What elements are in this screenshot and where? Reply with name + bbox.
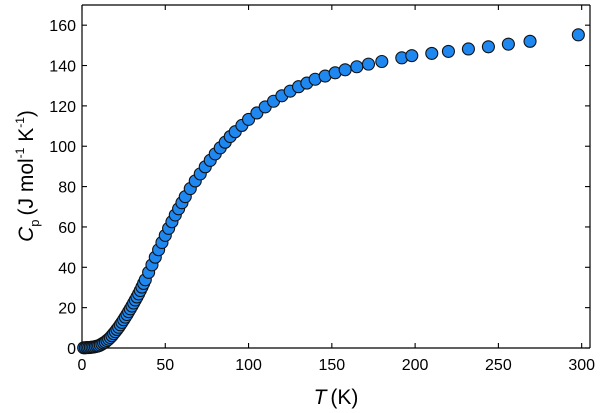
data-point — [405, 49, 419, 63]
y-axis-subscript: p — [27, 219, 42, 226]
data-point — [375, 54, 389, 69]
data-point — [361, 57, 376, 71]
data-points — [77, 28, 585, 355]
y-tick-label: 60 — [58, 220, 76, 237]
data-point — [571, 28, 585, 42]
data-point — [481, 40, 495, 54]
y-tick-label: 0 — [67, 341, 76, 358]
plot-frame — [81, 4, 591, 349]
x-axis-unit: (K) — [330, 386, 358, 409]
y-tick-label: 100 — [49, 139, 76, 156]
y-tick-label: 40 — [58, 260, 76, 277]
x-tick-label: 250 — [485, 357, 512, 374]
x-tick-label: 200 — [402, 357, 429, 374]
y-tick-label: 80 — [58, 180, 76, 197]
y-axis-unit-mid: K — [15, 128, 38, 148]
x-tick-label: 150 — [318, 357, 345, 374]
axis-ticks — [81, 5, 590, 349]
data-point — [425, 46, 439, 60]
y-tick-label: 160 — [49, 18, 76, 35]
y-tick-label: 120 — [49, 99, 76, 116]
y-axis-sup2: -1 — [13, 117, 27, 128]
data-point — [523, 34, 537, 48]
y-axis-sup1: -1 — [13, 147, 27, 158]
x-axis-title: T (K) — [314, 386, 359, 409]
y-tick-label: 140 — [49, 59, 76, 76]
y-tick-label: 20 — [58, 301, 76, 318]
y-axis-unit-close: ) — [15, 110, 38, 117]
x-tick-label: 50 — [156, 357, 174, 374]
x-axis-symbol: T — [314, 386, 329, 409]
x-tick-label: 100 — [235, 357, 262, 374]
x-tick-label: 0 — [78, 357, 87, 374]
data-point — [350, 60, 364, 74]
x-tick-label: 300 — [568, 357, 595, 374]
data-point — [461, 42, 475, 56]
y-axis-title: Cp(J mol-1 K-1) — [13, 110, 42, 242]
y-axis-symbol: C — [15, 226, 38, 242]
y-axis-unit-open: (J mol — [15, 158, 38, 215]
tick-labels: 0 50 100 150 200 250 300 0 20 40 60 80 100 120 140 160 — [49, 18, 595, 374]
data-point — [338, 63, 352, 77]
data-point — [441, 44, 455, 58]
data-point — [501, 37, 515, 51]
